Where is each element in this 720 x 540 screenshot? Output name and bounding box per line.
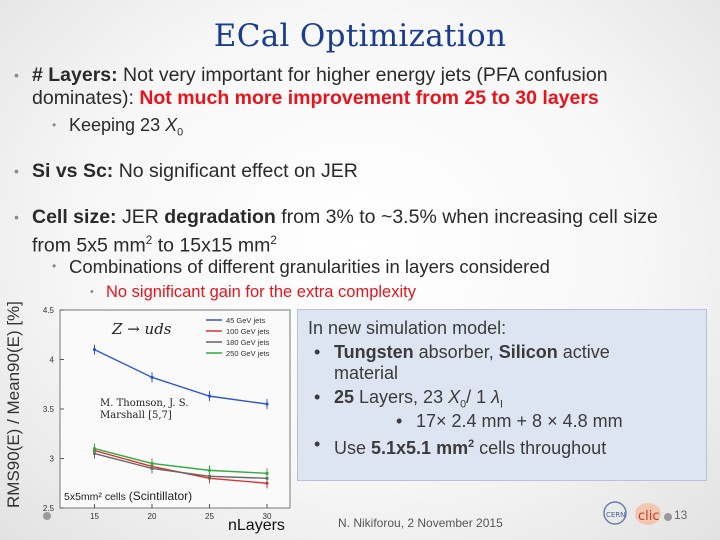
- info-box: In new simulation model: • Tungsten abso…: [297, 309, 707, 481]
- info-subitem-text: 17× 2.4 mm + 8 × 4.8 mm: [416, 411, 623, 431]
- chart-y-tick-label: 3: [50, 455, 55, 464]
- info-25: 25: [334, 387, 355, 407]
- chart-point: [265, 402, 269, 406]
- chart-process-label: Z → uds: [112, 320, 172, 338]
- cell-text-2: from 3% to ~3.5% when increasing cell si…: [275, 206, 658, 228]
- sivssc-heading: Si vs Sc:: [32, 160, 114, 182]
- resolution-chart: RMS90(E) / Mean90(E) [%] 2.5 3 3.5 4 4.5 15 20…: [0, 300, 300, 540]
- bullet-dot-icon: •: [314, 387, 321, 407]
- bullet-dot-icon: •: [314, 342, 321, 362]
- annotation-cells: 5x5mm² cells: [64, 491, 126, 503]
- keeping-text: Keeping 23: [69, 115, 166, 135]
- bullet-keeping: • Keeping 23 X0: [52, 115, 184, 139]
- bullet-dot-icon: •: [396, 411, 403, 431]
- chart-x-tick-label: 15: [90, 512, 99, 521]
- svg-text:CERN: CERN: [606, 511, 625, 519]
- annotation-scint: (Scintillator): [128, 489, 193, 503]
- bullet-combos: • Combinations of different granularitie…: [52, 256, 550, 277]
- chart-point: [150, 375, 154, 379]
- layers-text: Not very important for higher energy jet…: [117, 64, 608, 86]
- clic-logo-icon: CERN clic: [603, 501, 661, 525]
- chart-y-tick-label: 2.5: [43, 504, 55, 513]
- svg-text:clic: clic: [638, 509, 660, 524]
- slide-title: ECal Optimization: [213, 18, 507, 54]
- chart-point: [150, 461, 154, 466]
- info-item1-text3: material: [334, 363, 399, 383]
- cell-line-2b: to 15x15 mm: [152, 234, 271, 257]
- chart-point: [92, 447, 97, 451]
- info-box-title: In new simulation model:: [308, 318, 507, 338]
- bullet-dot-icon: •: [52, 118, 57, 132]
- chart-point: [207, 474, 212, 478]
- bullet-dot-icon: •: [314, 434, 321, 454]
- bullet-dot-icon: •: [14, 67, 19, 83]
- info-item-3: • Use 5.1x5.1 mm2 cells throughout: [314, 434, 607, 458]
- legend-label: 250 GeV jets: [226, 349, 270, 358]
- info-item1-text2: active: [557, 342, 610, 362]
- info-item1-text1: absorber,: [413, 342, 499, 362]
- layers-heading: # Layers:: [32, 64, 118, 86]
- slide-number: 13: [674, 508, 688, 522]
- info-item3-text2: cells throughout: [474, 438, 607, 458]
- cell-heading: Cell size:: [32, 206, 117, 228]
- chart-point: [92, 348, 97, 352]
- chart-svg: 2.5 3 3.5 4 4.5 15 20 25 30 45 GeV jets 100 GeV j…: [43, 306, 291, 521]
- chart-series-line: [94, 348, 268, 405]
- layers-highlight: Not much more improvement from 25 to 30 …: [139, 87, 599, 109]
- chart-y-tick-label: 4: [50, 356, 55, 365]
- info-cellsize: 5.1x5.1 mm: [371, 438, 469, 458]
- info-item2-text: Layers, 23: [354, 387, 449, 407]
- bullet-sivssc: • Si vs Sc: No significant effect on JER: [14, 160, 358, 183]
- chart-point: [207, 394, 212, 398]
- bullet-dot-icon: •: [14, 163, 19, 179]
- info-tungsten: Tungsten: [334, 342, 414, 362]
- chart-x-label: nLayers: [228, 517, 285, 534]
- sivssc-text: No significant effect on JER: [113, 160, 358, 182]
- chart-annotation-ref: M. Thomson, J. S. Marshall [5,7]: [100, 398, 189, 421]
- info-silicon: Silicon: [498, 342, 558, 362]
- keeping-x0: X: [165, 115, 178, 135]
- bullet-layers: • # Layers: Not very important for highe…: [14, 64, 712, 110]
- legend-label: 180 GeV jets: [226, 338, 270, 347]
- legend-label: 45 GeV jets: [226, 316, 265, 325]
- nav-dot-right: [664, 513, 672, 521]
- chart-series-line: [94, 452, 268, 479]
- chart-point: [265, 471, 269, 475]
- bullet-cellsize: • Cell size: JER degradation from 3% to …: [14, 206, 658, 257]
- info-item3-text: Use: [334, 438, 372, 458]
- cell-bold: degradation: [164, 206, 276, 228]
- legend-label: 100 GeV jets: [226, 327, 270, 336]
- chart-plot-area: [59, 309, 291, 509]
- chart-y-tick-label: 3.5: [43, 405, 55, 414]
- chart-x-tick-label: 20: [148, 512, 157, 521]
- chart-point: [207, 468, 212, 472]
- info-item-1: • Tungsten absorber, Silicon active mate…: [314, 342, 610, 384]
- combos-text: Combinations of different granularities …: [69, 256, 550, 277]
- chart-x-tick-label: 25: [205, 512, 214, 521]
- cell-text-1: JER: [116, 206, 165, 228]
- nogain-text: No significant gain for the extra comple…: [106, 283, 416, 301]
- bullet-dot-icon: •: [14, 209, 19, 225]
- bullet-nogain: • No significant gain for the extra comp…: [90, 282, 416, 302]
- chart-y-tick-label: 4.5: [43, 306, 55, 315]
- bullet-dot-icon: •: [90, 286, 94, 298]
- footer-text: N. Nikiforou, 2 November 2015: [338, 516, 503, 530]
- chart-series-line: [94, 447, 268, 475]
- nav-dot-left: [43, 512, 51, 520]
- layers-text-2: dominates):: [32, 87, 140, 109]
- cell-line-2: from 5x5 mm: [32, 234, 146, 257]
- chart-annotation-cells: 5x5mm² cells (Scintillator): [64, 489, 192, 503]
- chart-x-tick-label: 30: [263, 512, 272, 521]
- bullet-dot-icon: •: [52, 259, 57, 273]
- info-subitem: • 17× 2.4 mm + 8 × 4.8 mm: [396, 411, 623, 432]
- info-item-2: • 25 Layers, 23 X0/ 1 λI: [314, 387, 503, 411]
- logo-area: CERN clic: [600, 498, 670, 534]
